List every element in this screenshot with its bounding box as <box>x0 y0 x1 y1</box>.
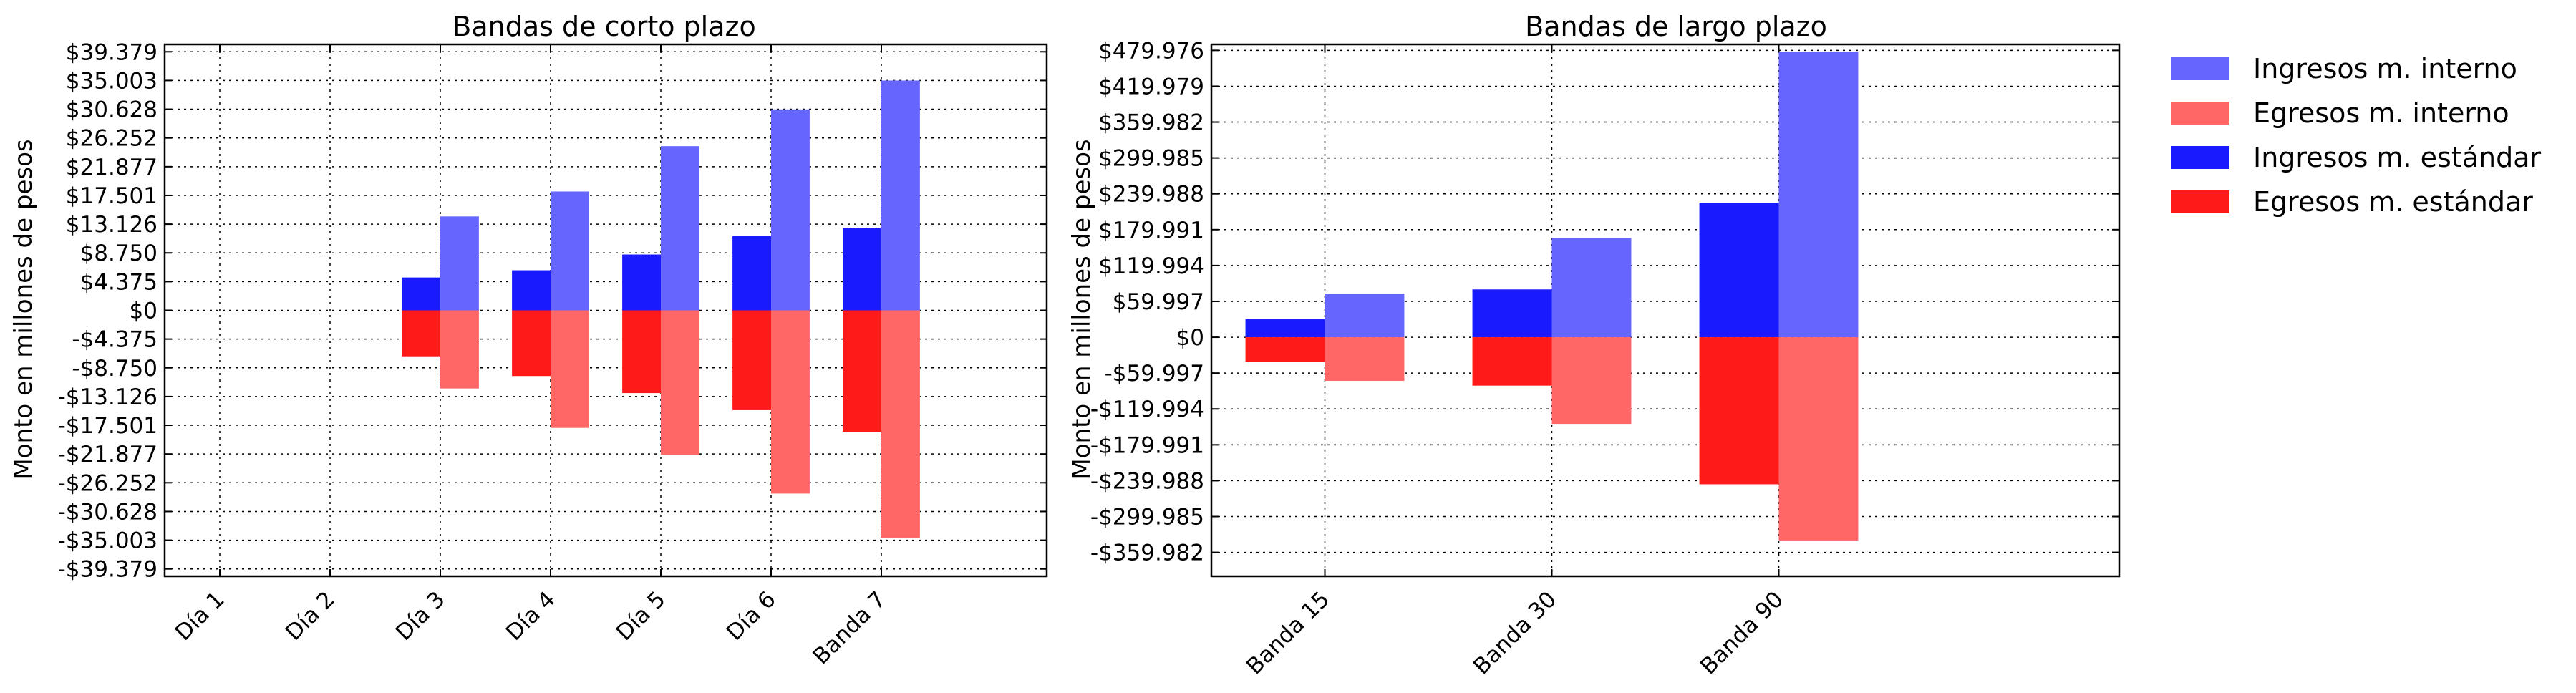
bar-ingresos-estandar-5 <box>732 236 771 311</box>
legend-swatch-egresos-interno <box>2171 102 2229 125</box>
bar-egresos-estandar-0 <box>1245 337 1325 362</box>
y-tick-label: $179.991 <box>1098 218 1204 243</box>
x-tick-label: Día 5 <box>611 586 671 646</box>
bar-egresos-estandar-1 <box>1472 337 1552 386</box>
y-tick-label: -$359.982 <box>1090 541 1204 566</box>
y-tick-label: $17.501 <box>66 183 158 209</box>
bars <box>402 80 920 538</box>
legend-swatch-ingresos-estandar <box>2171 146 2229 169</box>
y-tick-label: -$39.379 <box>58 557 158 583</box>
y-tick-label: $0 <box>130 299 158 324</box>
bar-egresos-interno-0 <box>1325 337 1405 382</box>
plot-frame <box>1210 43 2121 578</box>
bar-ingresos-estandar-1 <box>1472 289 1552 338</box>
bar-egresos-estandar-4 <box>622 310 661 394</box>
y-tick-label: -$13.126 <box>58 384 158 410</box>
x-tick-label: Banda 90 <box>1695 586 1788 679</box>
y-tick-label: $479.976 <box>1098 38 1204 64</box>
bar-ingresos-estandar-0 <box>1245 319 1325 338</box>
legend-label: Ingresos m. estándar <box>2253 142 2542 173</box>
y-tick-label: $299.985 <box>1098 146 1204 172</box>
bars <box>1245 52 1859 541</box>
y-tick-label: $119.994 <box>1098 253 1204 279</box>
legend: Ingresos m. interno Egresos m. interno Ing… <box>2171 53 2542 218</box>
legend-swatch-egresos-estandar <box>2171 190 2229 213</box>
x-tick-label: Banda 7 <box>808 586 891 669</box>
y-tick-label: $4.375 <box>80 269 158 295</box>
bar-egresos-estandar-6 <box>843 310 881 432</box>
bar-egresos-interno-2 <box>1778 337 1859 541</box>
y-tick-label: $359.982 <box>1098 110 1204 136</box>
legend-label: Ingresos m. interno <box>2253 53 2517 84</box>
y-tick-label: $0 <box>1176 325 1204 351</box>
bar-ingresos-interno-2 <box>1778 52 1859 338</box>
x-tick-label: Día 6 <box>722 586 781 646</box>
x-tick-label: Banda 30 <box>1468 586 1561 679</box>
y-tick-label: -$17.501 <box>58 413 158 439</box>
y-tick-label: $13.126 <box>66 212 158 238</box>
legend-label: Egresos m. estándar <box>2253 186 2533 218</box>
x-tick-label: Banda 15 <box>1241 586 1335 679</box>
y-tick-label: $26.252 <box>66 126 158 152</box>
long-term-bands-chart: Bandas de largo plazo Monto en millones … <box>1067 11 2121 679</box>
bar-ingresos-interno-6 <box>881 80 920 311</box>
bar-egresos-interno-3 <box>551 310 589 428</box>
bar-ingresos-interno-0 <box>1325 294 1405 338</box>
y-tick-label: -$26.252 <box>58 470 158 496</box>
bar-ingresos-interno-2 <box>440 216 479 311</box>
bar-egresos-estandar-2 <box>1699 337 1779 485</box>
y-axis-label-long-term: Monto en millones de pesos <box>1067 139 1096 479</box>
bar-egresos-estandar-3 <box>512 310 551 377</box>
y-ticks: -$39.379 -$35.003 -$30.628 -$26.252 -$21.877… <box>58 39 1047 583</box>
bar-egresos-interno-6 <box>881 310 920 538</box>
bar-ingresos-interno-1 <box>1551 238 1632 338</box>
bar-ingresos-estandar-6 <box>843 228 881 311</box>
x-tick-label: Día 4 <box>501 586 561 646</box>
y-tick-label: -$119.994 <box>1090 397 1204 422</box>
y-tick-label: -$8.750 <box>72 356 158 382</box>
bar-ingresos-estandar-2 <box>1699 203 1779 338</box>
y-tick-label: -$21.877 <box>58 442 158 467</box>
bar-ingresos-interno-4 <box>661 146 699 311</box>
y-tick-label: $8.750 <box>80 241 158 266</box>
y-tick-label: -$299.985 <box>1090 505 1204 530</box>
y-tick-label: $21.877 <box>66 155 158 180</box>
y-tick-label: -$179.991 <box>1090 432 1204 458</box>
y-tick-label: $35.003 <box>66 68 158 94</box>
y-tick-label: $59.997 <box>1113 289 1204 315</box>
chart-title-short-term: Bandas de corto plazo <box>452 11 755 42</box>
bar-ingresos-estandar-2 <box>402 277 440 311</box>
bar-egresos-interno-5 <box>771 310 810 494</box>
short-term-bands-chart: Bandas de corto plazo Monto en millones … <box>9 11 1048 669</box>
bar-egresos-estandar-5 <box>732 310 771 410</box>
y-ticks: -$359.982 -$299.985 -$239.988 -$179.991 -$11… <box>1090 38 2119 566</box>
y-tick-label: $30.628 <box>66 97 158 123</box>
y-tick-label: -$4.375 <box>72 327 158 353</box>
bar-egresos-interno-1 <box>1551 337 1632 425</box>
y-tick-label: -$35.003 <box>58 528 158 554</box>
y-tick-label: -$30.628 <box>58 499 158 525</box>
legend-label: Egresos m. interno <box>2253 97 2509 129</box>
y-tick-label: $419.979 <box>1098 74 1204 100</box>
y-axis-label-short-term: Monto en millones de pesos <box>9 139 38 479</box>
bar-ingresos-interno-3 <box>551 191 589 311</box>
chart-title-long-term: Bandas de largo plazo <box>1525 11 1827 42</box>
y-tick-label: -$59.997 <box>1105 361 1204 387</box>
y-tick-label: $39.379 <box>66 39 158 65</box>
y-tick-label: $239.988 <box>1098 182 1204 208</box>
bar-egresos-interno-4 <box>661 310 699 455</box>
bar-ingresos-estandar-4 <box>622 254 661 311</box>
bar-ingresos-estandar-3 <box>512 270 551 311</box>
legend-swatch-ingresos-interno <box>2171 57 2229 80</box>
x-tick-label: Día 3 <box>391 586 450 646</box>
bar-egresos-interno-2 <box>440 310 479 389</box>
x-tick-label: Día 2 <box>281 586 340 646</box>
y-tick-label: -$239.988 <box>1090 468 1204 494</box>
bar-ingresos-interno-5 <box>771 109 810 311</box>
x-tick-label: Día 1 <box>170 586 230 646</box>
bar-egresos-estandar-2 <box>402 310 440 357</box>
